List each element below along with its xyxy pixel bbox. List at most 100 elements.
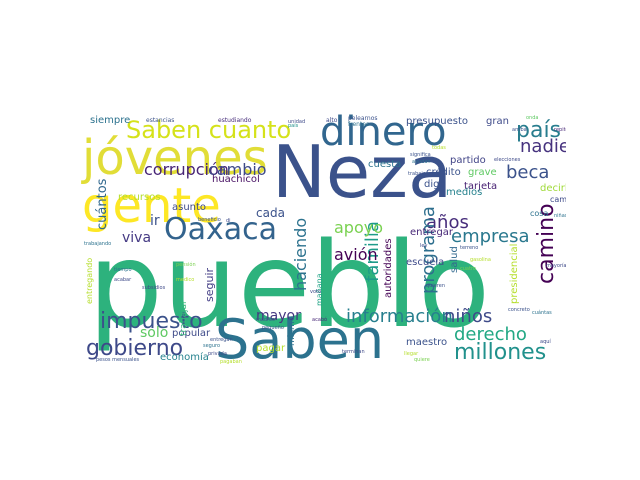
word: estancias [146,117,175,124]
word: beneficio [198,217,221,223]
word: pensión [176,262,196,268]
word: jóvenes [82,130,268,186]
word: corrupción [144,160,229,179]
word: entregando [85,257,94,304]
word: trabajar [179,300,189,336]
word: cuántas [532,310,552,316]
word: Saben [215,308,385,370]
word: salud [449,246,460,273]
word: mayor [256,308,301,324]
word: onda [526,115,539,121]
word: dinero [320,109,447,155]
word: terreno [460,245,479,251]
word: nadie [520,136,566,157]
word: millones [454,340,547,365]
word: presidencial [509,243,520,304]
word: Saben cuanto [126,116,292,144]
word: pagar [256,343,286,354]
word: aquí [540,339,551,345]
word: digo [424,179,446,190]
word: pagaban [220,359,242,365]
word: quieren [426,283,445,289]
word: tarjeta [464,181,498,192]
word: huachicol [212,174,260,185]
word: entregan [210,337,233,343]
word: haciendo [291,217,310,291]
word: beca [506,162,550,183]
word: frentes [348,121,370,128]
word: cuántos [95,178,110,230]
word: medico [176,277,195,283]
word: tiempo [114,267,132,273]
word: años [426,212,469,233]
word: decirles [540,183,566,194]
word: información [346,306,453,327]
word: gente [82,178,221,234]
word: llegar [404,351,419,357]
word: país [516,118,562,143]
word: medios [446,187,483,198]
word: mismo [287,315,297,346]
word: gobierno [86,336,184,361]
word: quiere [414,357,430,363]
word: gran [486,116,509,127]
word: estudiando [218,117,252,124]
word: autoridades [383,238,394,298]
word: recursos [118,192,161,203]
word: seguir [203,267,216,302]
word: apoyo [334,218,384,237]
word: trabajo [408,171,426,177]
word: ayudan [412,159,431,165]
word: cuatro [460,266,476,272]
word: escuela [406,257,445,268]
word: entregar [410,227,454,238]
word: siempre [90,115,131,126]
word-cloud: pueblo Neza Saben pesos dinero jóvenes g… [80,108,566,370]
word: alto [326,117,338,124]
word: arriba [512,127,527,133]
word: voto [310,289,322,295]
word: mayoría [546,263,566,269]
word: concreto [508,307,530,313]
word: pueblo [88,216,491,354]
word: economía [160,352,209,363]
word: camioneta [550,195,566,204]
word: ir [150,213,160,229]
word: seguro [203,343,221,349]
word: madres [256,317,275,323]
word: cuesta [368,159,402,170]
word: di [226,218,231,224]
word: cambio [208,160,267,179]
word: niños [444,306,493,327]
word: repito [554,127,566,133]
word: Neza [272,130,453,214]
word: grave [468,167,497,178]
word: pequeño [262,325,284,331]
word: subsidios [142,285,166,291]
word: ley [420,243,428,249]
word: impuesto [100,309,203,334]
word: programa [418,206,439,294]
word: trabajando [84,241,112,247]
word: solo [140,325,169,341]
word: empresa [451,226,530,247]
word: unidad [288,119,306,125]
word: acabar [114,277,132,283]
word: viva [122,230,152,246]
word: avión [334,245,378,264]
word: partido [450,155,486,166]
word: maestro [406,337,448,348]
word: Oaxaca [164,212,278,247]
word: elecciones [494,157,521,163]
word: todas [432,145,446,151]
word: derecho [454,324,527,345]
word: asunto [172,202,207,213]
word: pelearnos [348,115,378,122]
word: acabó [312,317,328,323]
word: significa [410,152,431,158]
word: popular [172,328,211,339]
word: gasolina [470,257,491,263]
word: privada [208,351,227,357]
word: presupuesto [406,116,469,127]
